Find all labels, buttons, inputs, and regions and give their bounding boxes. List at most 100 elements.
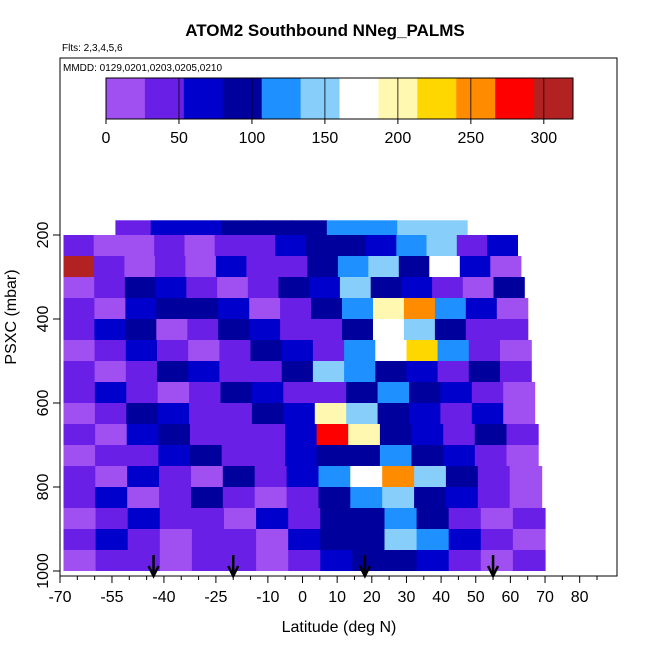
heat-cell	[512, 550, 546, 571]
heat-cell	[283, 382, 316, 403]
heat-cell	[285, 424, 318, 445]
heat-cell	[440, 403, 473, 424]
heat-cell	[437, 340, 470, 361]
heat-cell	[126, 403, 159, 424]
heat-cell	[352, 529, 386, 550]
heat-cell	[63, 466, 96, 487]
heat-cell	[127, 550, 161, 571]
heat-cell	[373, 298, 405, 319]
axes-layer: -70 -55 -40 -25 -10 0 10 20 30 40 50 60 70 80 200 400 60…	[35, 222, 617, 606]
heat-cell	[471, 403, 504, 424]
heat-cell	[493, 277, 525, 298]
heat-cell	[512, 529, 546, 550]
colorbar-segment	[339, 78, 379, 119]
heat-cell	[477, 487, 511, 508]
heat-cell	[465, 319, 498, 340]
colorbar-tick-label: 0	[102, 130, 111, 147]
heat-cell	[159, 550, 193, 571]
heat-cell	[411, 445, 444, 466]
heat-cell	[157, 361, 189, 382]
heat-cell	[379, 424, 413, 445]
heat-cell	[158, 445, 191, 466]
colorbar-segment	[106, 78, 146, 119]
heat-cell	[189, 403, 222, 424]
colorbar-tick-label: 200	[385, 130, 412, 147]
heat-cell	[409, 403, 441, 424]
heat-cell	[314, 403, 347, 424]
heat-cell	[126, 424, 159, 445]
heat-cell	[63, 298, 95, 319]
heat-cell	[63, 424, 96, 445]
heat-cell	[459, 256, 491, 277]
heat-cell	[245, 235, 276, 256]
heat-cell	[440, 382, 473, 403]
x-tick-label: -10	[256, 589, 279, 606]
heat-cell	[95, 508, 129, 529]
x-tick-label: 20	[363, 589, 381, 606]
heat-cell	[218, 319, 250, 340]
colorbar-segment	[144, 78, 185, 119]
heat-cell	[217, 277, 249, 298]
heat-cell	[95, 487, 128, 508]
colorbar-segment	[495, 78, 535, 119]
heat-cell	[127, 487, 160, 508]
heat-cell	[191, 529, 225, 550]
heat-cell	[94, 298, 126, 319]
heat-cell	[443, 445, 476, 466]
heat-cell	[184, 235, 216, 256]
heat-cell	[416, 529, 450, 550]
heat-cell	[157, 382, 190, 403]
heat-cell	[190, 424, 223, 445]
heat-cell	[474, 424, 507, 445]
heat-cell	[63, 529, 97, 550]
chart-title: ATOM2 Southbound NNeg_PALMS	[185, 21, 465, 40]
heat-cell	[156, 298, 188, 319]
heat-cell	[95, 529, 129, 550]
heat-cell	[462, 277, 495, 298]
heat-cell	[426, 235, 458, 256]
heat-cell	[275, 235, 307, 256]
heat-cell	[221, 445, 254, 466]
x-tick-label: -25	[204, 589, 227, 606]
heat-cell	[403, 298, 436, 319]
heat-cell	[249, 319, 281, 340]
heat-cell	[398, 256, 430, 277]
heat-cell	[350, 466, 383, 487]
colorbar-segment	[534, 78, 574, 119]
heat-cell	[437, 361, 470, 382]
heat-cell	[187, 298, 219, 319]
heat-cell	[335, 235, 367, 256]
heat-cell	[94, 256, 126, 277]
heat-cell	[348, 424, 381, 445]
heat-cell	[224, 529, 257, 550]
colorbar-tick-label: 250	[457, 130, 484, 147]
colorbar-segment	[417, 78, 457, 119]
heat-cell	[503, 382, 536, 403]
heat-cell	[377, 382, 410, 403]
heat-cell	[382, 466, 415, 487]
heat-cell	[445, 466, 479, 487]
heat-cell	[320, 508, 353, 529]
profile-arrow-head	[358, 565, 371, 579]
heat-cell	[94, 340, 127, 361]
heat-cell	[468, 340, 501, 361]
x-tick-label: 80	[571, 589, 589, 606]
heat-cell	[191, 550, 225, 571]
heat-cell	[253, 424, 286, 445]
heat-cell	[487, 235, 518, 256]
heat-cell	[350, 487, 383, 508]
heat-cell	[281, 340, 314, 361]
x-tick-label: -40	[152, 589, 175, 606]
heat-cell	[127, 466, 160, 487]
heat-cell	[95, 550, 129, 571]
heat-cell	[448, 508, 482, 529]
heat-cell	[249, 298, 281, 319]
heat-cell	[219, 361, 252, 382]
heat-cell	[125, 298, 157, 319]
heat-cell	[309, 277, 341, 298]
heat-cell	[384, 529, 418, 550]
heat-cell	[320, 550, 353, 571]
heat-cell	[191, 487, 224, 508]
heat-cell	[366, 235, 397, 256]
heat-cell	[307, 256, 339, 277]
